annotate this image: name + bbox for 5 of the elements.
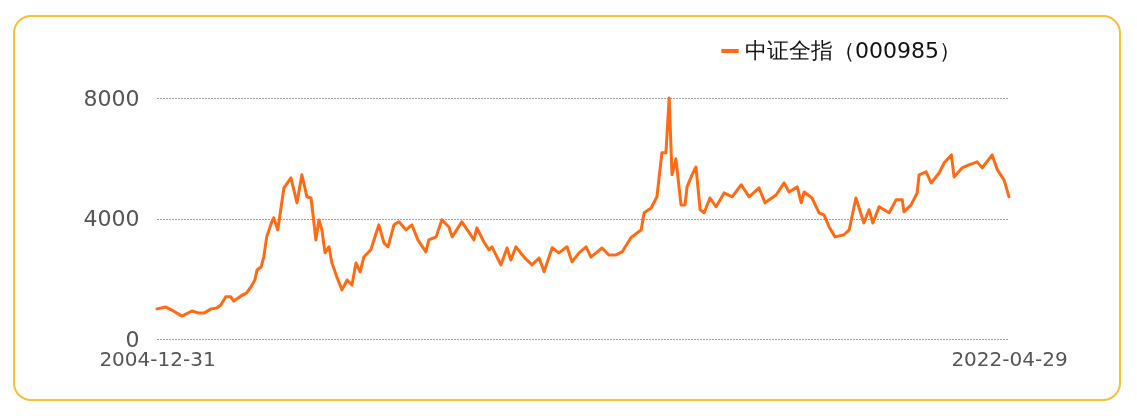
legend-label: 中证全指（000985） [745,38,961,63]
y-tick-label: 4000 [83,206,140,231]
y-tick-label: 8000 [83,85,140,111]
x-tick-label: 2022-04-29 [951,346,1068,371]
line-series [155,96,1011,318]
